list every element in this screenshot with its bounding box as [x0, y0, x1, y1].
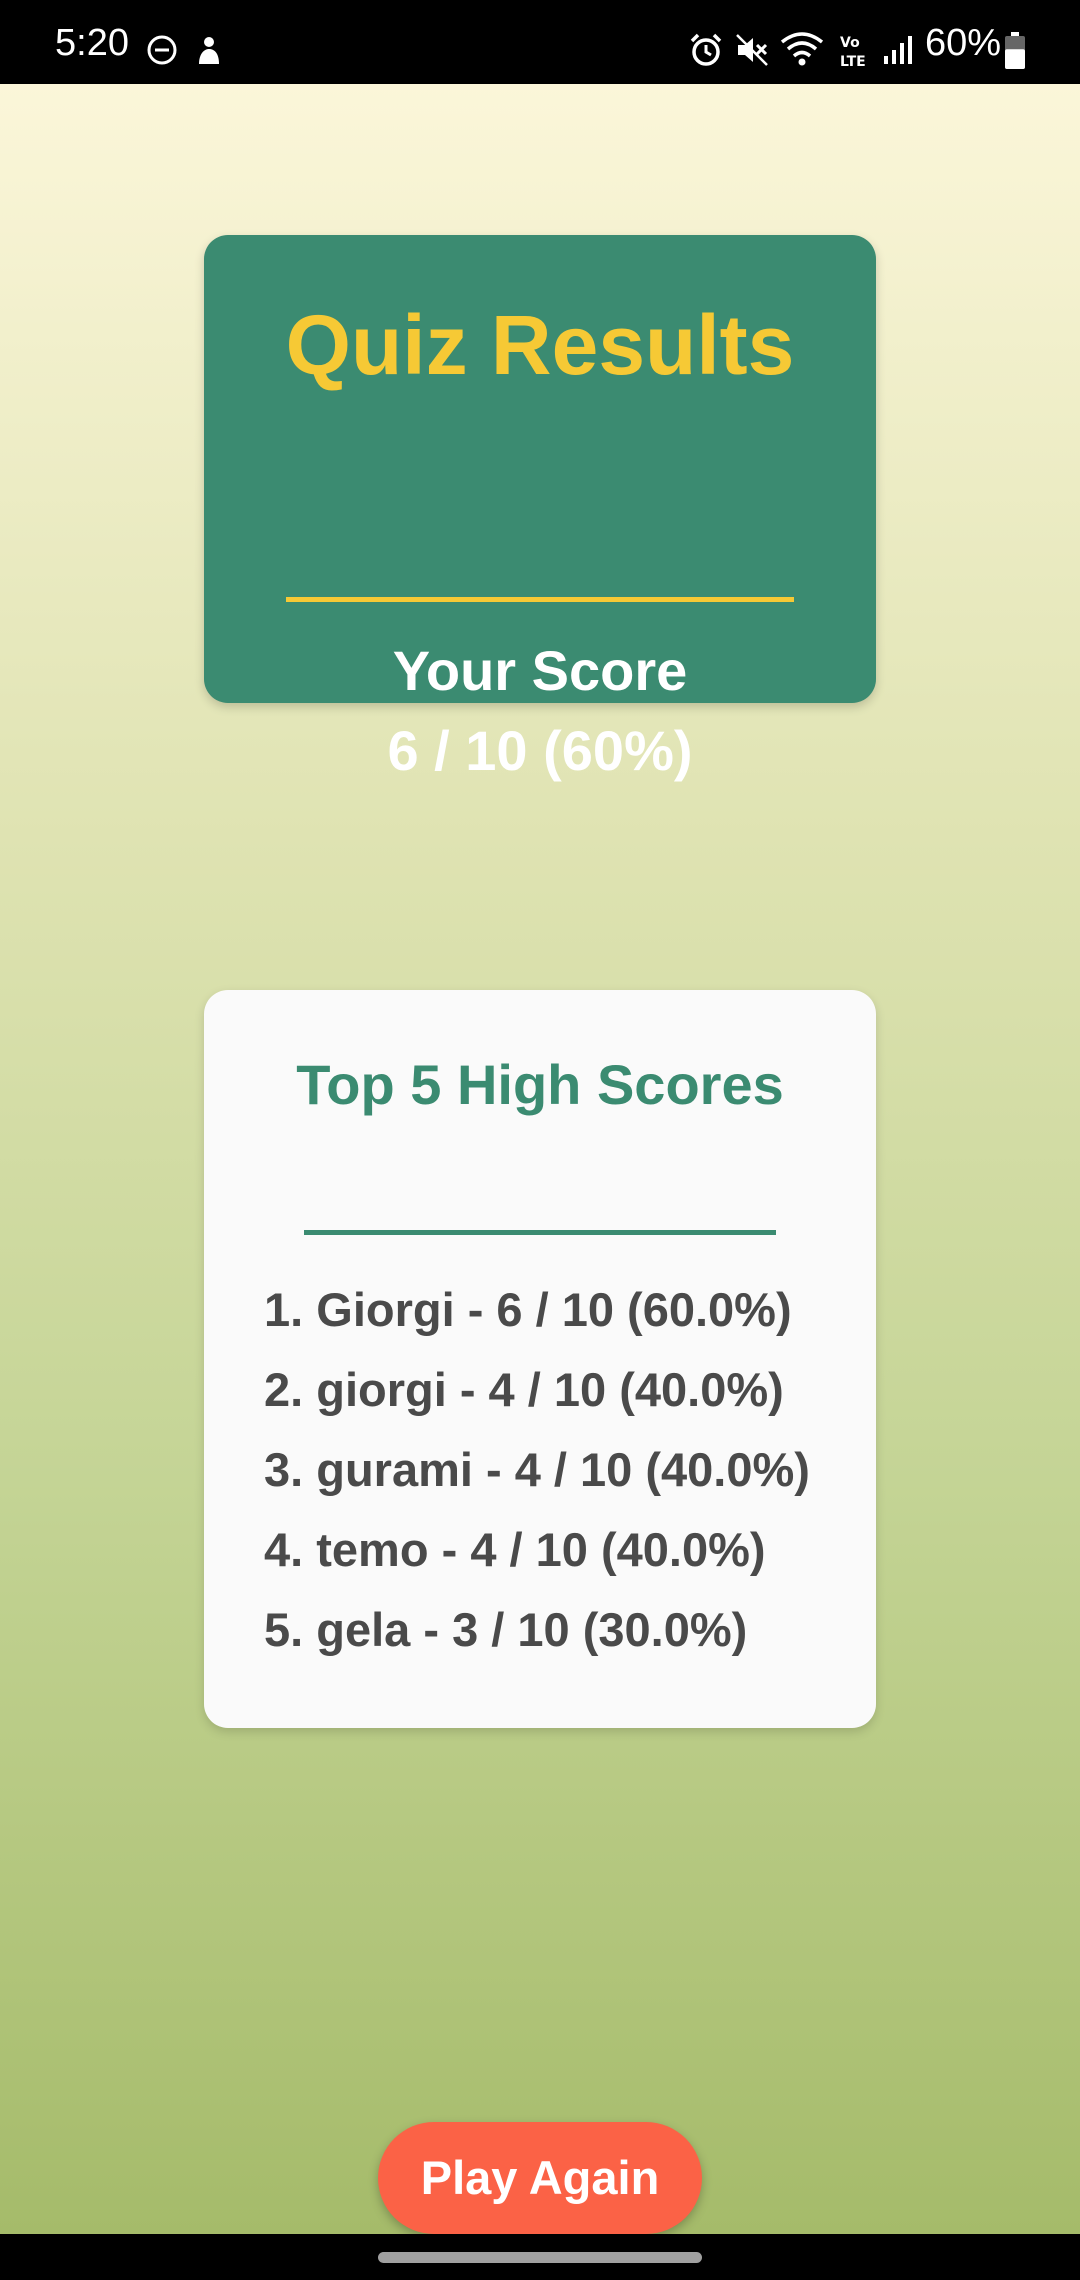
svg-text:LTE: LTE	[840, 54, 866, 70]
score-value: 6 / 10 (60%)	[387, 719, 693, 782]
play-again-button[interactable]: Play Again	[378, 2122, 702, 2234]
status-bar: 5:20 Vo LTE 60%	[0, 0, 1080, 84]
high-scores-divider	[304, 1230, 776, 1235]
navigation-bar	[0, 2234, 1080, 2280]
battery-icon	[1005, 32, 1025, 69]
high-scores-card: Top 5 High Scores 1. Giorgi - 6 / 10 (60…	[204, 990, 876, 1728]
home-gesture-handle[interactable]	[378, 2252, 702, 2263]
do-not-disturb-icon	[147, 35, 177, 65]
high-scores-list: 1. Giorgi - 6 / 10 (60.0%) 2. giorgi - 4…	[264, 1270, 864, 1670]
mute-icon	[736, 34, 768, 66]
svg-text:Vo: Vo	[840, 35, 860, 51]
results-divider	[286, 597, 794, 602]
alarm-icon	[690, 33, 722, 66]
status-time: 5:20	[55, 22, 129, 64]
high-scores-title: Top 5 High Scores	[296, 1053, 784, 1116]
results-card: Quiz Results Your Score 6 / 10 (60%)	[204, 235, 876, 782]
wifi-icon	[780, 32, 824, 66]
high-score-entry: 5. gela - 3 / 10 (30.0%)	[264, 1603, 748, 1656]
high-score-entry: 2. giorgi - 4 / 10 (40.0%)	[264, 1363, 784, 1416]
app-content: Quiz Results Your Score 6 / 10 (60%) Top…	[0, 84, 1080, 2234]
high-score-entry: 3. gurami - 4 / 10 (40.0%)	[264, 1443, 810, 1496]
score-label: Your Score	[392, 639, 688, 702]
volte-icon: Vo LTE	[840, 35, 866, 70]
high-score-entry: 4. temo - 4 / 10 (40.0%)	[264, 1523, 766, 1576]
battery-percent: 60%	[925, 22, 1002, 64]
results-title: Quiz Results	[285, 298, 795, 392]
notification-icon	[199, 37, 219, 64]
high-score-entry: 1. Giorgi - 6 / 10 (60.0%)	[264, 1283, 792, 1336]
signal-icon	[884, 36, 912, 64]
